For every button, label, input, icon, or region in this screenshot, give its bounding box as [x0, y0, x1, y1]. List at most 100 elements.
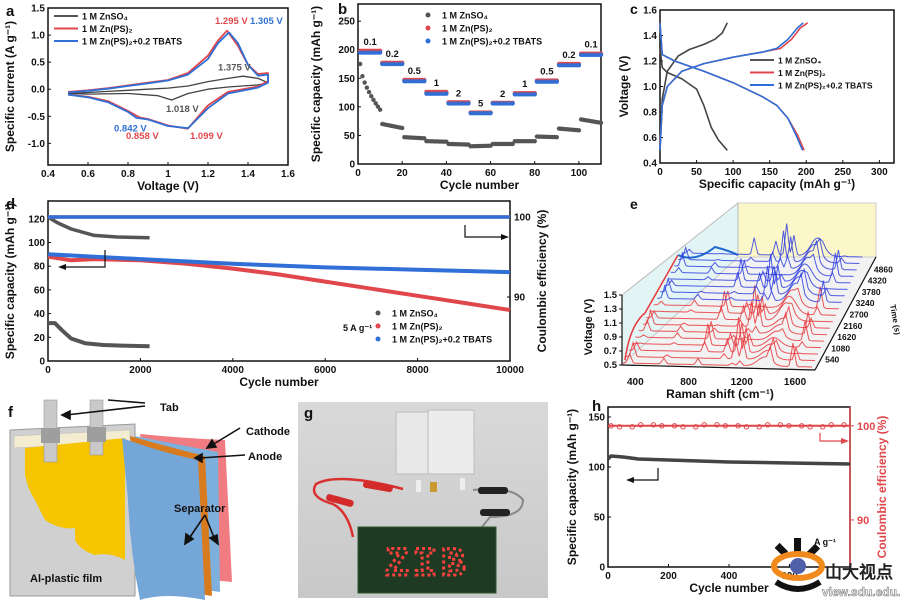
- legend-label: 1 M Zn(PS)₂: [392, 322, 443, 332]
- rate-label: 5: [478, 99, 484, 110]
- x-tick-label: 20: [397, 168, 409, 179]
- x-tick-label: 0: [45, 365, 51, 376]
- rate-label: 0.5: [408, 66, 422, 77]
- point-znso4: [399, 125, 405, 131]
- panel-label-e: e: [630, 196, 638, 212]
- y-tick-label: 1.2: [643, 57, 657, 68]
- gcd-curve-1: [659, 48, 728, 151]
- y-tick-label: 60: [34, 285, 46, 296]
- voltage-trace-charge: [624, 254, 679, 361]
- gcd-curve-5: [659, 22, 804, 151]
- y-tick-label: 1.5: [604, 290, 618, 301]
- legend-label: 1 M Zn(PS)₂: [82, 24, 133, 34]
- z-tick-label: 3240: [856, 298, 875, 308]
- x-tick-label: 150: [761, 167, 778, 178]
- panel-label-g: g: [304, 405, 313, 422]
- point-tbats: [377, 50, 383, 55]
- point-tbats: [576, 62, 582, 68]
- cycle-series-1: [47, 215, 150, 240]
- peak-annotation: 0.842 V: [114, 123, 147, 134]
- ce-point: [735, 423, 741, 429]
- point-znso4: [532, 138, 537, 144]
- watermark-url: view.sdu.edu.cn: [822, 585, 900, 599]
- point-znso4: [377, 107, 383, 112]
- panel-label-a: a: [6, 3, 15, 20]
- z-tick-label: 1620: [837, 332, 856, 342]
- gcd-curve-0: [659, 22, 729, 151]
- label-al-plastic-film: Al-plastic film: [30, 573, 102, 585]
- annotation-arrows: [60, 399, 246, 546]
- y-tick-label: 100: [28, 238, 45, 249]
- x-tick-label: 200: [798, 167, 815, 178]
- y-tick-label: 0: [599, 563, 605, 574]
- y-tick-label: 40: [34, 309, 46, 320]
- y-tick-label: 0: [39, 357, 45, 368]
- ce-point: [756, 424, 762, 430]
- ce-point: [671, 423, 678, 429]
- raman-spectrum: [648, 290, 836, 316]
- peak-annotation: 1.099 V: [190, 131, 223, 142]
- x-tick-label: 0.8: [121, 169, 135, 180]
- led-board: [357, 526, 497, 594]
- right-axis-arrow: [819, 433, 845, 442]
- x-tick-label: 6000: [314, 365, 337, 376]
- rate-label: 0.1: [364, 37, 378, 48]
- z-tick-label: 1080: [831, 343, 850, 353]
- ce-point: [680, 424, 686, 430]
- legend-label: 1 M Zn(PS)₂+0.2 TBATS: [392, 335, 492, 345]
- ce-point: [722, 423, 729, 429]
- raman-spectrum: [653, 286, 839, 310]
- panel-b-rate-chart: b 0 20 40 60 80 100 0 50 100 150 200 250 Cycle number…: [309, 1, 604, 192]
- z-tick-label: 540: [825, 355, 839, 365]
- y-tick-label: 0.0: [31, 85, 45, 96]
- y-tick-label: 0.6: [643, 133, 657, 144]
- legend-label: 1 M Zn(PS)₂+0.2 TBATS: [442, 37, 542, 47]
- ce-point: [714, 422, 720, 428]
- y-tick-label: 1.0: [31, 31, 45, 42]
- x-axis-label: Cycle number: [239, 375, 319, 389]
- point-tbats: [598, 52, 604, 58]
- raman-spectrum: [622, 342, 812, 368]
- pouch-cell-2: [427, 409, 475, 475]
- peak-annotation: 0.858 V: [126, 131, 159, 142]
- y-axis-label: Specific current (A g⁻¹): [3, 21, 17, 152]
- current-density-label: 5 A g⁻¹: [343, 323, 372, 333]
- y-tick-label: 1.0: [643, 82, 657, 93]
- watermark-logo: 山大视点 view.sdu.edu.cn: [771, 538, 900, 599]
- legend-marker: [375, 323, 381, 329]
- raman-spectrum: [678, 230, 860, 264]
- y-axis-label: Specific capacity (mAh g⁻¹): [309, 6, 323, 162]
- y-tick-label: 100: [338, 102, 355, 113]
- x-tick-label: 250: [834, 167, 851, 178]
- capacity-series: [606, 454, 851, 466]
- raman-spectrum: [667, 258, 851, 284]
- left-axis-arrow: [62, 250, 106, 268]
- eye-logo-icon: [771, 538, 825, 592]
- cycle-series-4: [47, 252, 511, 275]
- y2-tick-label: 90: [514, 293, 526, 304]
- right-axis-arrow: [464, 225, 505, 238]
- ce-point: [629, 424, 635, 430]
- x-tick-label: 400: [721, 571, 738, 582]
- y-tick-label: 120: [28, 214, 45, 225]
- y2-tick-label: 100: [514, 213, 531, 224]
- y-tick-label: 0.7: [604, 346, 617, 357]
- x-tick-label: 40: [441, 168, 453, 179]
- y-axis-label: Specific capacity (mAh g⁻¹): [565, 409, 579, 565]
- x-tick-label: 0: [657, 167, 663, 178]
- point-znso4: [369, 93, 374, 99]
- voltage-trace-discharge: [677, 245, 739, 259]
- point-znso4: [360, 74, 365, 79]
- panel-g-demo-photo: g ZIB: [298, 402, 548, 598]
- legend-marker: [425, 25, 431, 31]
- current-density-label: A g⁻¹: [814, 537, 836, 547]
- cycle-series-0: [48, 321, 150, 349]
- raman-spectrum: [638, 311, 827, 336]
- panel-d-cycling-chart: d 0 2000 4000 6000 8000 10000 0 20 40 60 80 100 120 Cy…: [3, 196, 549, 389]
- point-tbats: [488, 110, 493, 116]
- arrow-head: [626, 477, 634, 483]
- x-tick-label: 1.6: [281, 169, 295, 180]
- y-tick-label: 80: [34, 262, 46, 273]
- panel-f-pouch-cell-diagram: f Tab Cathode Anode Separator Al-plastic…: [8, 399, 290, 600]
- peak-annotation: 1.295 V: [215, 16, 248, 27]
